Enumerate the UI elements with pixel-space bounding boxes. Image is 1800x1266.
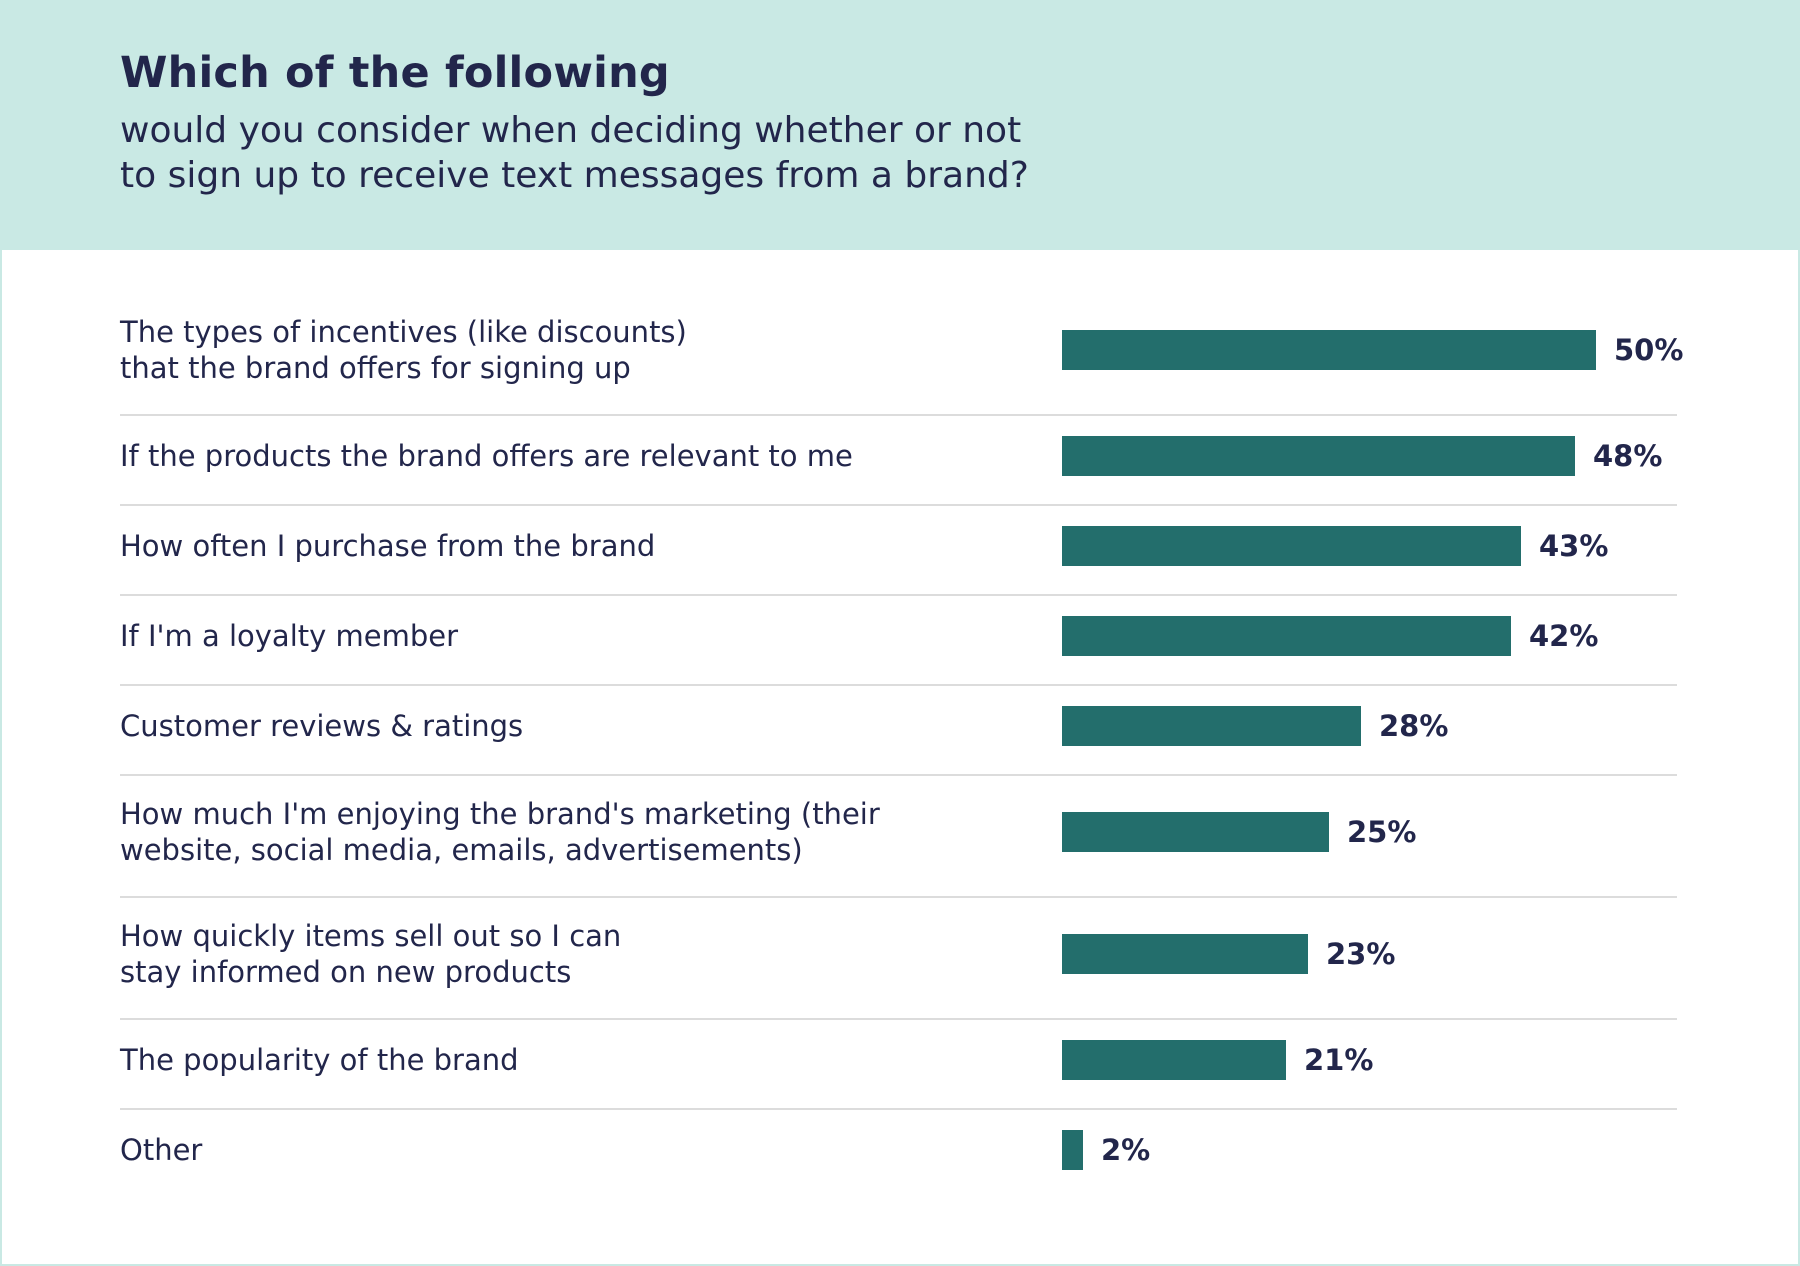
- category-label-line: website, social media, emails, advertise…: [120, 833, 803, 867]
- category-label: Customer reviews & ratings: [120, 708, 523, 744]
- row-divider: [120, 1018, 1677, 1020]
- bar: [1062, 812, 1329, 852]
- category-label: How quickly items sell out so I can stay …: [120, 918, 621, 990]
- value-label: 25%: [1347, 815, 1417, 849]
- row-divider: [120, 774, 1677, 776]
- category-label-line: How much I'm enjoying the brand's market…: [120, 797, 880, 831]
- category-label: The types of incentives (like discounts)…: [120, 314, 687, 386]
- bar: [1062, 706, 1361, 746]
- row-divider: [120, 504, 1677, 506]
- value-label: 42%: [1529, 619, 1599, 653]
- category-label-line: How often I purchase from the brand: [120, 529, 656, 563]
- subtitle-line-2: to sign up to receive text messages from…: [120, 155, 1029, 196]
- bar: [1062, 1130, 1083, 1170]
- category-label: How much I'm enjoying the brand's market…: [120, 796, 880, 868]
- chart-header: Which of the following would you conside…: [0, 0, 1800, 250]
- category-label-line: The popularity of the brand: [120, 1043, 519, 1077]
- row-divider: [120, 1108, 1677, 1110]
- value-label: 23%: [1326, 937, 1396, 971]
- value-label: 2%: [1101, 1133, 1151, 1167]
- row-divider: [120, 684, 1677, 686]
- value-label: 48%: [1593, 439, 1663, 473]
- value-label: 21%: [1304, 1043, 1374, 1077]
- row-divider: [120, 896, 1677, 898]
- category-label: The popularity of the brand: [120, 1042, 519, 1078]
- category-label-line: How quickly items sell out so I can: [120, 919, 622, 953]
- category-label: Other: [120, 1132, 202, 1168]
- chart-title: Which of the following: [120, 48, 670, 98]
- row-divider: [120, 594, 1677, 596]
- category-label-line: The types of incentives (like discounts): [120, 315, 687, 349]
- bar: [1062, 934, 1308, 974]
- category-label-line: Customer reviews & ratings: [120, 709, 524, 743]
- bar: [1062, 1040, 1286, 1080]
- bar: [1062, 436, 1575, 476]
- category-label-line: stay informed on new products: [120, 955, 572, 989]
- bar: [1062, 526, 1521, 566]
- chart-subtitle: would you consider when deciding whether…: [120, 108, 1120, 198]
- category-label: If the products the brand offers are rel…: [120, 438, 853, 474]
- category-label-line: that the brand offers for signing up: [120, 351, 631, 385]
- value-label: 28%: [1379, 709, 1449, 743]
- category-label-line: If I'm a loyalty member: [120, 619, 459, 653]
- category-label-line: Other: [120, 1133, 203, 1167]
- value-label: 50%: [1614, 333, 1684, 367]
- bar: [1062, 616, 1511, 656]
- value-label: 43%: [1539, 529, 1609, 563]
- category-label: How often I purchase from the brand: [120, 528, 655, 564]
- subtitle-line-1: would you consider when deciding whether…: [120, 110, 1022, 151]
- row-divider: [120, 414, 1677, 416]
- category-label: If I'm a loyalty member: [120, 618, 458, 654]
- category-label-line: If the products the brand offers are rel…: [120, 439, 853, 473]
- bar: [1062, 330, 1596, 370]
